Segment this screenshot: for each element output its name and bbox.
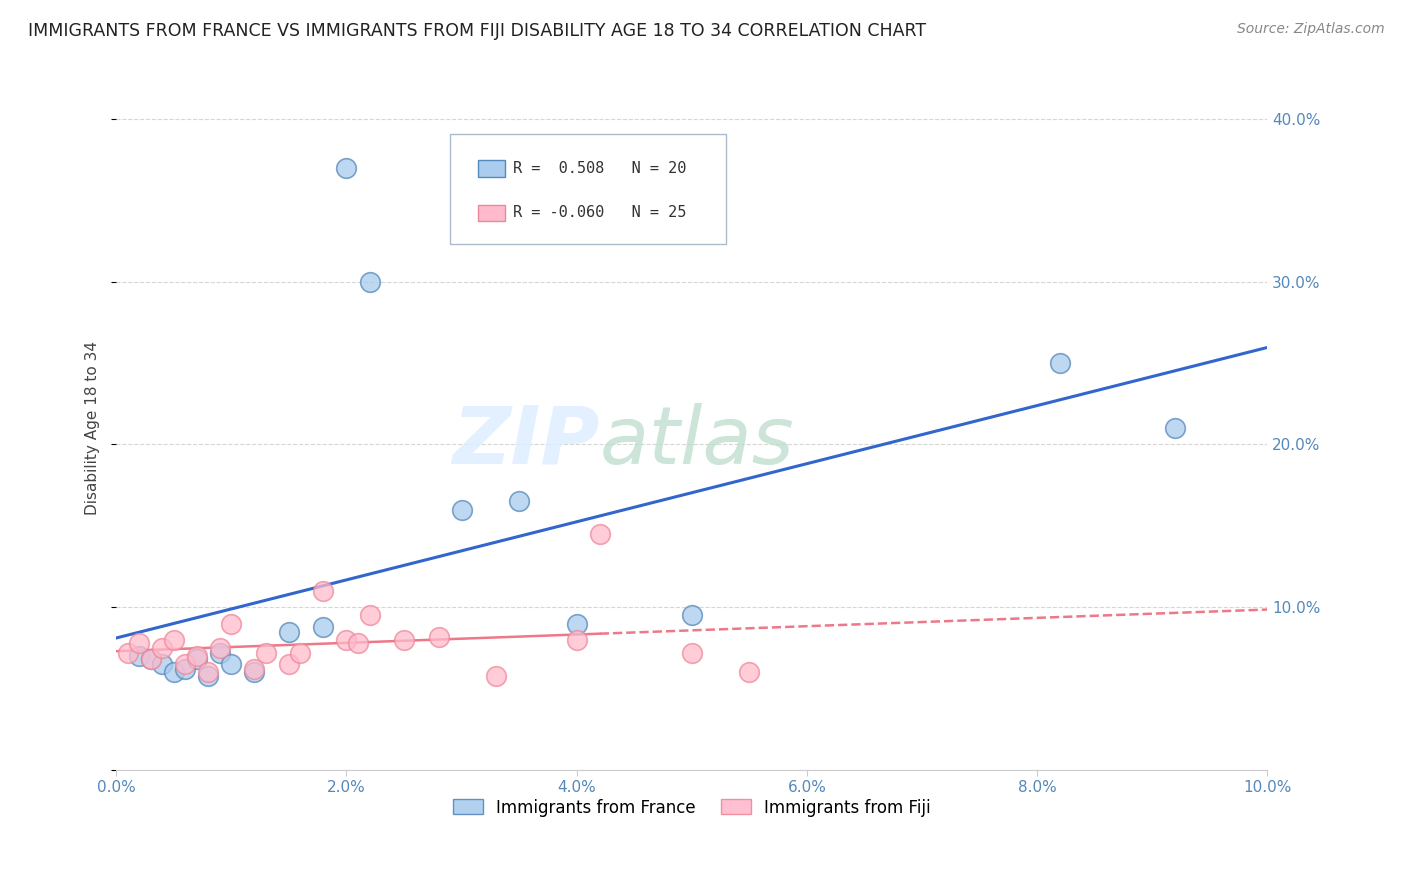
- Text: R =  0.508   N = 20: R = 0.508 N = 20: [513, 161, 686, 176]
- Point: [290, 646, 312, 660]
- Point: [359, 608, 381, 623]
- Point: [565, 632, 588, 647]
- Text: ZIP: ZIP: [453, 403, 600, 481]
- Point: [565, 616, 588, 631]
- Point: [1164, 421, 1187, 435]
- Point: [243, 665, 266, 680]
- Point: [450, 502, 472, 516]
- Point: [139, 652, 162, 666]
- Point: [174, 662, 197, 676]
- Point: [427, 630, 450, 644]
- Point: [254, 646, 277, 660]
- Point: [681, 608, 703, 623]
- Point: [738, 665, 761, 680]
- Point: [186, 652, 208, 666]
- Text: IMMIGRANTS FROM FRANCE VS IMMIGRANTS FROM FIJI DISABILITY AGE 18 TO 34 CORRELATI: IMMIGRANTS FROM FRANCE VS IMMIGRANTS FRO…: [28, 22, 927, 40]
- Point: [277, 657, 299, 672]
- Point: [312, 583, 335, 598]
- Point: [359, 275, 381, 289]
- Point: [221, 616, 243, 631]
- Point: [681, 646, 703, 660]
- FancyBboxPatch shape: [450, 134, 727, 244]
- Point: [208, 646, 231, 660]
- Point: [128, 648, 150, 663]
- Point: [485, 668, 508, 682]
- Text: R = -0.060   N = 25: R = -0.060 N = 25: [513, 205, 686, 220]
- FancyBboxPatch shape: [478, 204, 505, 221]
- Legend: Immigrants from France, Immigrants from Fiji: Immigrants from France, Immigrants from …: [446, 792, 938, 823]
- Point: [589, 527, 612, 541]
- Point: [163, 632, 186, 647]
- Point: [392, 632, 415, 647]
- Point: [347, 636, 370, 650]
- Point: [508, 494, 530, 508]
- Point: [335, 632, 357, 647]
- Point: [150, 657, 173, 672]
- FancyBboxPatch shape: [478, 161, 505, 177]
- Point: [139, 652, 162, 666]
- Point: [117, 646, 139, 660]
- Point: [221, 657, 243, 672]
- Point: [277, 624, 299, 639]
- Point: [163, 665, 186, 680]
- Point: [128, 636, 150, 650]
- Point: [312, 620, 335, 634]
- Y-axis label: Disability Age 18 to 34: Disability Age 18 to 34: [86, 341, 100, 516]
- Point: [1049, 356, 1071, 370]
- Point: [243, 662, 266, 676]
- Point: [186, 648, 208, 663]
- Point: [197, 668, 219, 682]
- Text: Source: ZipAtlas.com: Source: ZipAtlas.com: [1237, 22, 1385, 37]
- Point: [208, 640, 231, 655]
- Point: [335, 161, 357, 175]
- Point: [150, 640, 173, 655]
- Text: atlas: atlas: [600, 403, 794, 481]
- Point: [174, 657, 197, 672]
- Point: [197, 665, 219, 680]
